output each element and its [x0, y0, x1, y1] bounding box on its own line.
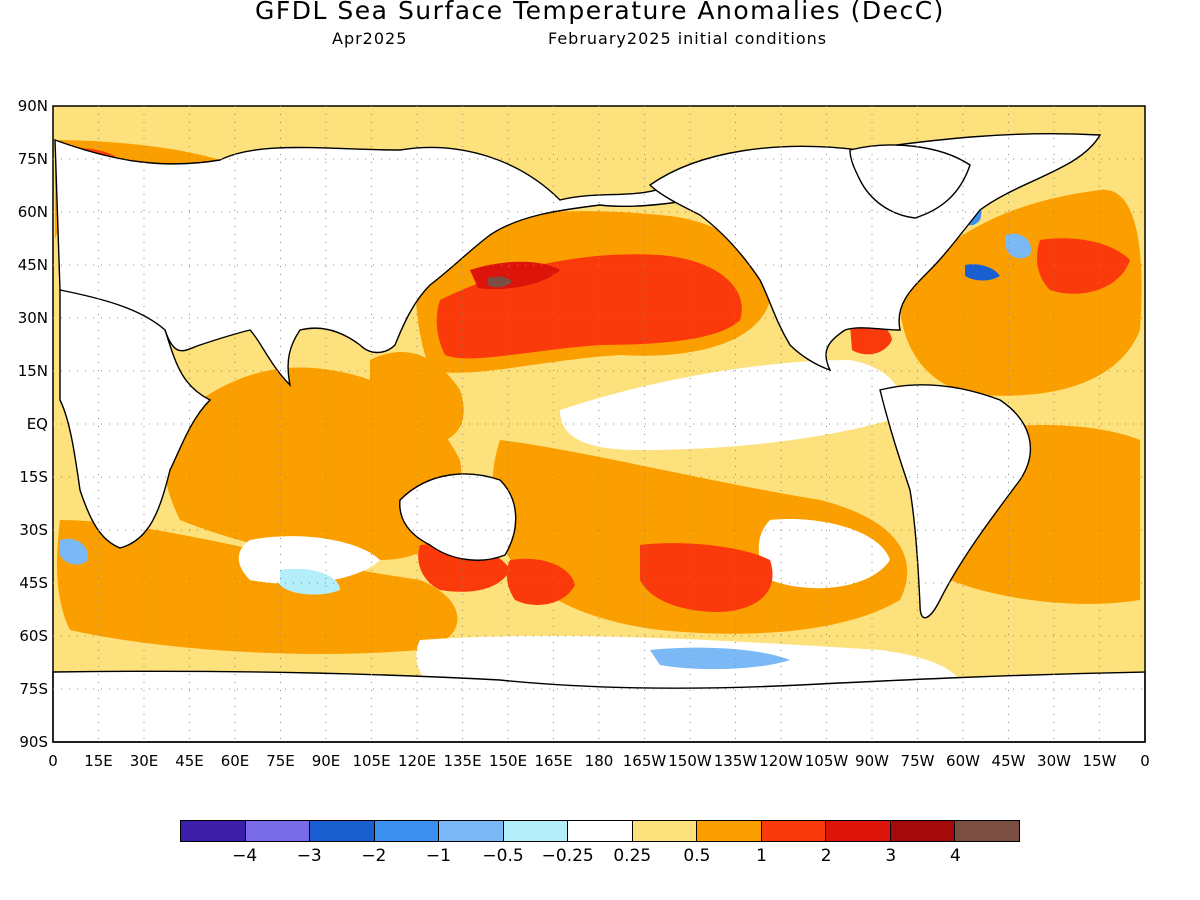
colorbar-swatch: [761, 821, 827, 841]
valid-month-label: Apr2025: [332, 29, 408, 48]
lon-tick-label: 165E: [534, 752, 572, 770]
colorbar-label: 0.25: [613, 846, 652, 866]
lon-tick-label: 15W: [1083, 752, 1117, 770]
lon-tick-label: 135E: [443, 752, 481, 770]
anomaly-region-gulf-of-mexico-red: [850, 322, 892, 355]
colorbar-label: 4: [949, 846, 961, 866]
anomaly-region-south-indian: [57, 520, 458, 654]
landmass-north-america: [648, 132, 1102, 372]
lon-tick-label: 15E: [84, 752, 113, 770]
lon-tick-label: 60E: [221, 752, 250, 770]
lon-tick-label: 90W: [855, 752, 889, 770]
colorbar-label: 1: [756, 846, 767, 866]
colorbar-swatch: [310, 821, 375, 841]
colorbar-label: −4: [232, 846, 258, 866]
lon-tick-label: 60W: [946, 752, 980, 770]
lat-tick-label: 60S: [19, 627, 48, 645]
longitude-labels: 0 15E 30E 45E 60E 75E 90E 105E 120E 135E 150E 165E 1…: [48, 752, 1150, 770]
colorbar-swatch: [955, 821, 1019, 841]
colorbar-swatch: [503, 821, 569, 841]
land-masses: [52, 132, 1146, 743]
lon-tick-label: 135W: [714, 752, 758, 770]
lon-tick-label: 75W: [901, 752, 935, 770]
colorbar-swatch: [697, 821, 762, 841]
lon-tick-label: 105W: [805, 752, 849, 770]
lon-tick-label: 165W: [623, 752, 667, 770]
anomaly-region-south-australia-red: [506, 558, 575, 605]
landmass-africa: [59, 289, 212, 549]
lat-tick-label: EQ: [27, 415, 48, 433]
colorbar-label: −0.5: [482, 846, 524, 866]
lon-tick-label: 75E: [266, 752, 295, 770]
colorbar-swatch: [181, 821, 246, 841]
anomaly-region-equatorial-pacific: [560, 360, 900, 450]
anomaly-region-white-patch-2: [758, 519, 890, 589]
lat-tick-label: 30S: [19, 521, 48, 539]
map-title: GFDL Sea Surface Temperature Anomalies (…: [255, 0, 945, 25]
lat-tick-label: 90N: [18, 97, 48, 115]
lon-tick-label: 45W: [992, 752, 1026, 770]
anomaly-region-white-patch-1: [238, 536, 380, 584]
colorbar-label: 2: [820, 846, 832, 866]
colorbar-swatch: [439, 821, 504, 841]
colorbar-label: −1: [425, 846, 451, 866]
init-conditions-label: February2025 initial conditions: [548, 29, 828, 48]
lon-tick-label: 0: [1140, 752, 1150, 770]
sst-anomaly-map: 90N 75N 60N 45N 30N 15N EQ 15S 30S 45S 60S 75S 90S 0…: [18, 97, 1150, 770]
lon-tick-label: 45E: [175, 752, 204, 770]
anomaly-region-south-indian-lightblue: [280, 568, 340, 595]
latitude-labels: 90N 75N 60N 45N 30N 15N EQ 15S 30S 45S 60S 75S 90S: [18, 97, 48, 751]
lat-tick-label: 45N: [18, 256, 48, 274]
colorbar-label: −3: [296, 846, 322, 866]
colorbar-label: −2: [361, 846, 387, 866]
lat-tick-label: 45S: [19, 574, 48, 592]
colorbar-swatch: [374, 821, 440, 841]
lon-tick-label: 0: [48, 752, 58, 770]
anomaly-region-japan-extreme: [488, 276, 512, 288]
lon-tick-label: 150W: [668, 752, 712, 770]
anomaly-region-se-pacific-red: [640, 543, 773, 612]
lat-tick-label: 75S: [19, 680, 48, 698]
colorbar: [180, 820, 1020, 842]
anomaly-region-north-atlantic-red: [1037, 238, 1130, 294]
lon-tick-label: 105E: [352, 752, 390, 770]
lat-tick-label: 30N: [18, 309, 48, 327]
colorbar-swatch: [890, 821, 956, 841]
anomaly-region-west-atlantic-blue: [1005, 233, 1031, 259]
colorbar-label: 0.5: [683, 846, 711, 866]
anomaly-region-antarctic-blue: [650, 647, 790, 670]
colorbar-swatch: [632, 821, 698, 841]
colorbar-swatch: [245, 821, 311, 841]
lat-tick-label: 15S: [19, 468, 48, 486]
colorbar-label: 3: [885, 846, 897, 866]
landmass-greenland: [849, 144, 971, 219]
colorbar-swatch: [568, 821, 633, 841]
lat-tick-label: 60N: [18, 203, 48, 221]
lon-tick-label: 180: [585, 752, 614, 770]
anomaly-region-gulf-stream-blue: [965, 264, 1000, 281]
lat-tick-label: 75N: [18, 150, 48, 168]
lon-tick-label: 90E: [312, 752, 341, 770]
lon-tick-label: 120W: [759, 752, 803, 770]
lon-tick-label: 150E: [489, 752, 527, 770]
lon-tick-label: 30E: [130, 752, 159, 770]
lat-tick-label: 90S: [19, 733, 48, 751]
lat-tick-label: 15N: [18, 362, 48, 380]
anomaly-region-agulhas-blue: [60, 538, 89, 565]
lon-tick-label: 120E: [398, 752, 436, 770]
colorbar-swatch: [826, 821, 891, 841]
lon-tick-label: 30W: [1037, 752, 1071, 770]
colorbar-label: −0.25: [541, 846, 594, 866]
anomaly-region-western-pacific: [370, 351, 464, 445]
